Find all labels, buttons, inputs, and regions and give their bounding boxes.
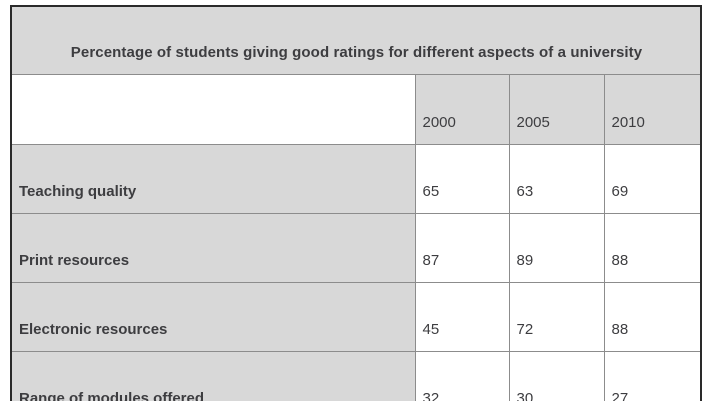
value-cell: 63 (508, 144, 605, 214)
value-cell: 69 (603, 144, 702, 214)
value-cell: 72 (508, 282, 605, 352)
table-title: Percentage of students giving good ratin… (10, 5, 702, 75)
value-cell: 88 (603, 282, 702, 352)
row-label-electronic-resources: Electronic resources (10, 282, 416, 352)
value-cell: 65 (414, 144, 510, 214)
value-cell: 45 (414, 282, 510, 352)
corner-empty-cell (10, 74, 416, 145)
ratings-table: Percentage of students giving good ratin… (10, 5, 702, 401)
value-cell: 30 (508, 351, 605, 401)
table-header-row: 2000 2005 2010 (10, 74, 702, 145)
table-row-teaching-quality: Teaching quality 65 63 69 (10, 144, 702, 214)
value-cell: 87 (414, 213, 510, 283)
value-cell: 89 (508, 213, 605, 283)
row-label-range-of-modules: Range of modules offered (10, 351, 416, 401)
table-row-range-of-modules: Range of modules offered 32 30 27 (10, 351, 702, 401)
column-header-2005: 2005 (508, 74, 605, 145)
table-row-electronic-resources: Electronic resources 45 72 88 (10, 282, 702, 352)
value-cell: 88 (603, 213, 702, 283)
table-title-row: Percentage of students giving good ratin… (10, 5, 702, 75)
value-cell: 32 (414, 351, 510, 401)
column-header-2010: 2010 (603, 74, 702, 145)
row-label-print-resources: Print resources (10, 213, 416, 283)
column-header-2000: 2000 (414, 74, 510, 145)
table-row-print-resources: Print resources 87 89 88 (10, 213, 702, 283)
row-label-teaching-quality: Teaching quality (10, 144, 416, 214)
value-cell: 27 (603, 351, 702, 401)
